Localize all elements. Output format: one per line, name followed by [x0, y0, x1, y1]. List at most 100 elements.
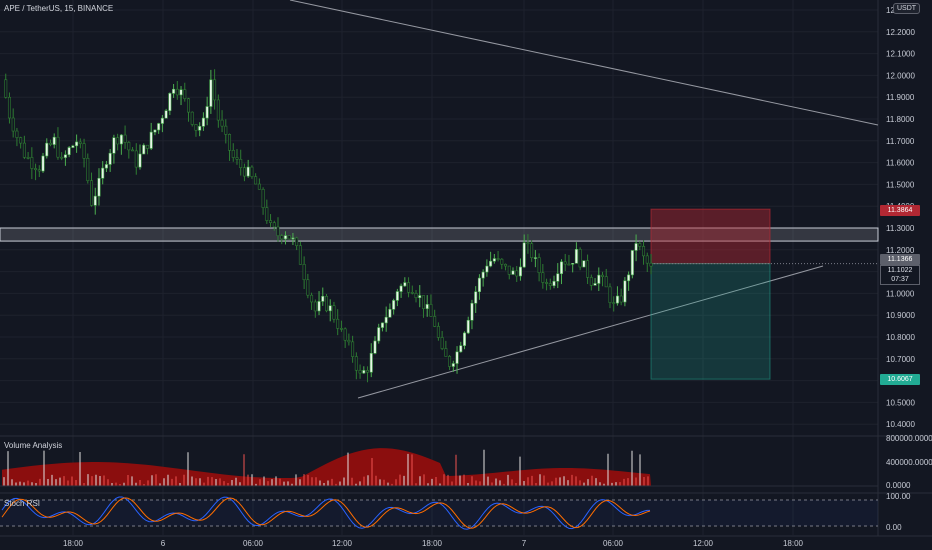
candle-body	[41, 155, 45, 172]
stoch-rsi-label[interactable]: Stoch RSI	[4, 499, 41, 508]
candle-body	[93, 195, 97, 206]
candle-body	[45, 142, 49, 157]
time-tick-label: 06:00	[243, 539, 264, 548]
candle-body	[201, 117, 205, 127]
rsi-tick-label: 0.00	[886, 523, 902, 532]
candle-body	[321, 295, 325, 302]
candle-body	[175, 88, 179, 96]
candle-body	[37, 169, 41, 172]
current-price-badge: 11.1022 07:37	[880, 265, 920, 285]
volume-pane-label[interactable]: Volume Analysis	[4, 441, 63, 450]
candle-body	[198, 126, 202, 131]
time-tick-label: 06:00	[603, 539, 624, 548]
ascending-trendline	[357, 265, 824, 399]
candle-body	[317, 301, 321, 312]
volume-tick-label: 400000.0000	[886, 458, 932, 467]
unit-button[interactable]: USDT	[893, 3, 921, 14]
price-tick-label: 11.5000	[886, 180, 915, 189]
candle-body	[231, 150, 235, 158]
candle-body	[239, 159, 243, 168]
candle-body	[530, 243, 534, 259]
candle-body	[298, 245, 302, 265]
time-tick-label: 18:00	[63, 539, 84, 548]
candle-body	[34, 168, 38, 171]
candle-body	[395, 291, 399, 301]
candle-body	[332, 305, 336, 320]
candle-body	[425, 304, 429, 309]
volume-pane	[0, 448, 878, 487]
candle-body	[280, 235, 284, 240]
candle-body	[339, 328, 343, 330]
candle-body	[563, 261, 567, 265]
time-tick-label: 12:00	[332, 539, 353, 548]
candle-body	[608, 286, 612, 303]
candle-body	[436, 326, 440, 338]
descending-trendline	[289, 0, 879, 126]
candle-body	[642, 246, 646, 257]
candle-body	[645, 255, 649, 264]
price-tick-label: 10.4000	[886, 420, 915, 429]
candle-body	[67, 147, 71, 156]
resistance-zone	[0, 227, 879, 242]
candle-body	[60, 156, 64, 159]
last-price-badge: 11.1366	[880, 254, 920, 265]
candle-body	[71, 145, 75, 148]
candle-body	[254, 176, 258, 185]
candle-body	[205, 106, 209, 119]
candle-body	[369, 352, 373, 373]
bar-countdown: 07:37	[891, 276, 909, 283]
candle-body	[168, 93, 172, 111]
candle-body	[97, 177, 101, 197]
price-tick-label: 10.5000	[886, 398, 915, 407]
candle-body	[116, 137, 120, 145]
candle-body	[496, 258, 500, 260]
candle-body	[287, 235, 291, 240]
candle-body	[477, 277, 481, 293]
candle-body	[291, 237, 295, 240]
candle-body	[216, 99, 220, 121]
candle-body	[112, 137, 116, 154]
candle-body	[597, 274, 601, 284]
candle-body	[30, 157, 34, 169]
candle-body	[451, 363, 455, 367]
stoch-d-line	[1, 497, 651, 529]
candle-body	[220, 119, 224, 127]
candle-body	[601, 274, 605, 277]
candle-body	[638, 243, 642, 247]
candle-body	[444, 348, 448, 357]
candle-body	[634, 243, 638, 251]
candle-body	[567, 263, 571, 266]
candle-body	[500, 258, 504, 265]
candle-body	[589, 277, 593, 286]
candle-body	[257, 183, 261, 190]
candle-body	[328, 305, 332, 312]
candle-body	[578, 249, 582, 268]
candle-body	[142, 144, 146, 155]
candle-body	[615, 295, 619, 304]
candle-body	[489, 260, 493, 267]
trendlines	[289, 0, 879, 399]
candle-body	[421, 295, 425, 309]
candle-body	[310, 294, 314, 303]
candle-body	[559, 261, 563, 275]
candle-body	[586, 260, 590, 278]
time-tick-label: 18:00	[422, 539, 443, 548]
candle-body	[295, 237, 299, 246]
candle-body	[448, 356, 452, 367]
candle-body	[48, 142, 52, 145]
candle-body	[377, 327, 381, 342]
price-tick-label: 12.2000	[886, 28, 915, 37]
candle-body	[127, 142, 131, 151]
candle-body	[283, 235, 287, 240]
price-tick-label: 10.7000	[886, 355, 915, 364]
grid	[0, 0, 932, 537]
candle-body	[407, 282, 411, 293]
volume-tick-label: 800000.0000	[886, 434, 932, 443]
rsi-tick-label: 100.00	[886, 492, 911, 501]
candle-body	[336, 318, 340, 329]
short-position-tool	[650, 208, 878, 380]
candle-body	[474, 291, 478, 304]
candle-body	[481, 271, 485, 279]
price-tick-label: 11.2000	[886, 246, 915, 255]
